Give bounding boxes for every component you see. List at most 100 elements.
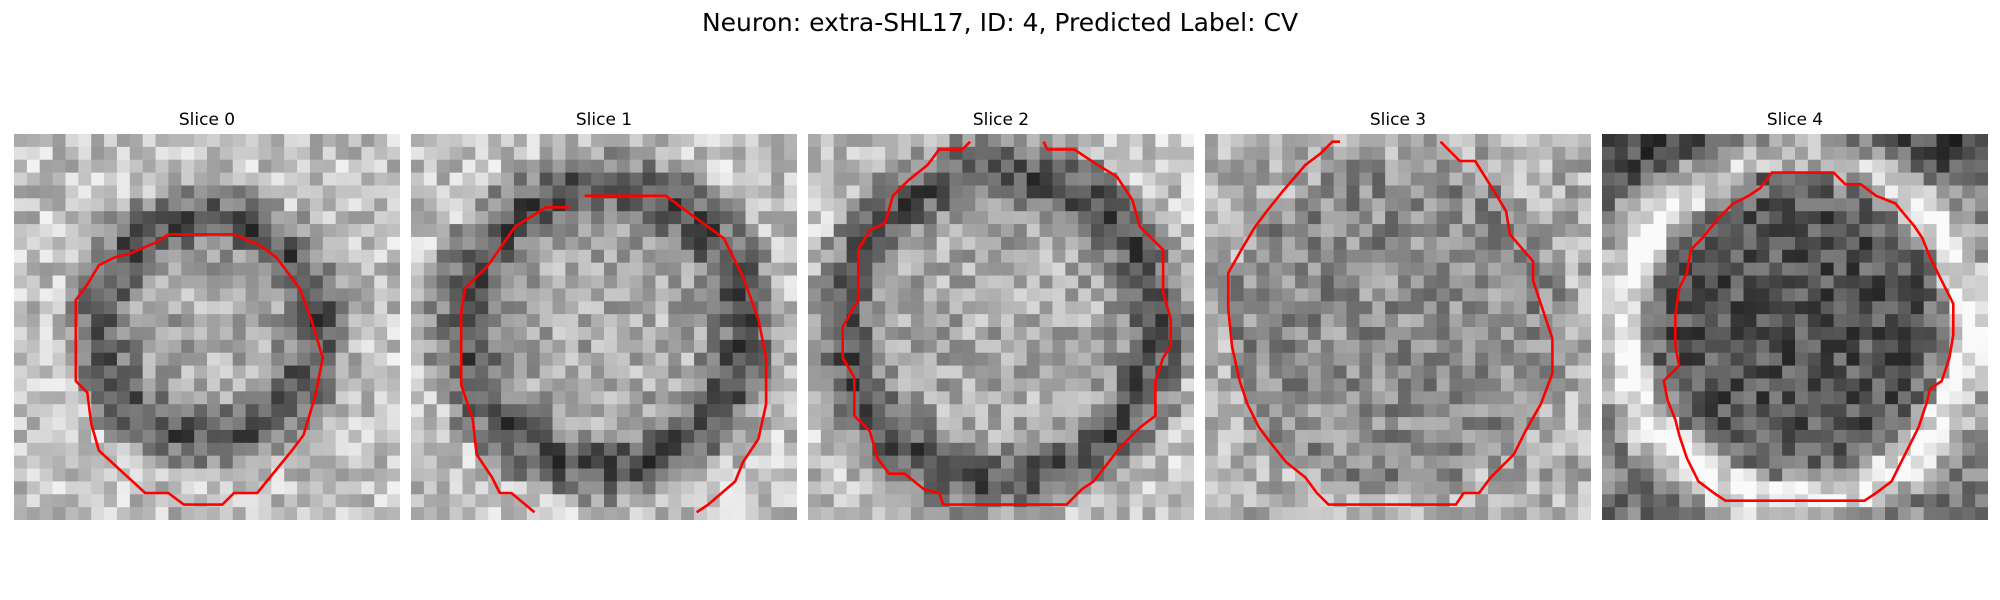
pixel (513, 146, 528, 161)
pixel (1475, 185, 1489, 199)
pixel (975, 146, 989, 161)
pixel (745, 455, 759, 470)
pixel (1872, 249, 1886, 264)
pixel (1116, 134, 1131, 148)
pixel (936, 404, 951, 418)
pixel (591, 275, 605, 289)
pixel (475, 494, 489, 508)
pixel (271, 429, 285, 444)
pixel (387, 224, 400, 238)
pixel (1692, 211, 1706, 225)
pixel (1282, 404, 1296, 418)
pixel (591, 507, 605, 520)
pixel (591, 327, 605, 341)
pixel (14, 404, 28, 418)
slice-title: Slice 1 (575, 110, 633, 130)
pixel (1039, 442, 1054, 457)
pixel (91, 301, 105, 315)
pixel (820, 211, 835, 225)
pixel (423, 314, 438, 328)
pixel (872, 365, 886, 380)
pixel (732, 481, 747, 495)
pixel (885, 327, 899, 341)
pixel (194, 249, 208, 264)
pixel (1807, 468, 1822, 482)
pixel (642, 134, 657, 148)
pixel (1065, 494, 1079, 508)
pixel (1078, 146, 1092, 161)
pixel (1962, 442, 1976, 457)
pixel (1602, 146, 1616, 161)
pixel (1423, 404, 1438, 418)
pixel (1846, 211, 1860, 225)
pixel (719, 224, 734, 238)
pixel (604, 314, 618, 328)
pixel (1320, 339, 1335, 354)
pixel (655, 134, 669, 148)
pixel (387, 262, 400, 277)
pixel (1013, 365, 1028, 380)
pixel (1256, 236, 1270, 251)
pixel (271, 352, 285, 367)
pixel (629, 236, 644, 251)
pixel (1155, 429, 1169, 444)
pixel (1769, 211, 1783, 225)
pixel (194, 314, 208, 328)
pixel (758, 249, 772, 264)
pixel (1488, 146, 1502, 161)
pixel (681, 159, 695, 174)
pixel (1962, 262, 1976, 277)
pixel (513, 378, 528, 392)
pixel (859, 327, 873, 341)
pixel (475, 507, 489, 520)
pixel (1975, 185, 1988, 199)
pixel (1769, 404, 1783, 418)
pixel (1372, 507, 1386, 520)
pixel (975, 198, 989, 212)
pixel (1295, 507, 1309, 520)
pixel (1833, 288, 1848, 302)
pixel (14, 275, 28, 289)
pixel (1142, 301, 1156, 315)
pixel (1013, 224, 1028, 238)
pixel (758, 301, 772, 315)
pixel (513, 365, 528, 380)
pixel (1091, 211, 1105, 225)
pixel (1385, 249, 1399, 264)
pixel (1936, 391, 1950, 405)
pixel (361, 404, 375, 418)
pixel (578, 507, 592, 520)
pixel (1410, 417, 1425, 431)
pixel (629, 404, 644, 418)
pixel (1295, 352, 1309, 367)
pixel (436, 391, 451, 405)
pixel (1333, 391, 1348, 405)
pixel (1539, 288, 1553, 302)
pixel (1013, 262, 1028, 277)
pixel (808, 275, 822, 289)
pixel (361, 134, 375, 148)
pixel (975, 481, 989, 495)
pixel (1936, 314, 1950, 328)
pixel (1181, 468, 1194, 482)
pixel (245, 442, 260, 457)
pixel (219, 365, 234, 380)
pixel (591, 211, 605, 225)
pixel (1936, 404, 1950, 418)
pixel (745, 185, 759, 199)
pixel (1627, 429, 1642, 444)
pixel (1795, 507, 1809, 520)
pixel (1282, 185, 1296, 199)
pixel (1578, 442, 1591, 457)
pixel (52, 159, 67, 174)
pixel (284, 494, 298, 508)
pixel (104, 417, 118, 431)
pixel (706, 391, 721, 405)
pixel (423, 417, 438, 431)
pixel (732, 339, 747, 354)
pixel (284, 185, 298, 199)
pixel (39, 249, 54, 264)
pixel (1565, 198, 1579, 212)
pixel (1692, 236, 1706, 251)
pixel (578, 159, 592, 174)
